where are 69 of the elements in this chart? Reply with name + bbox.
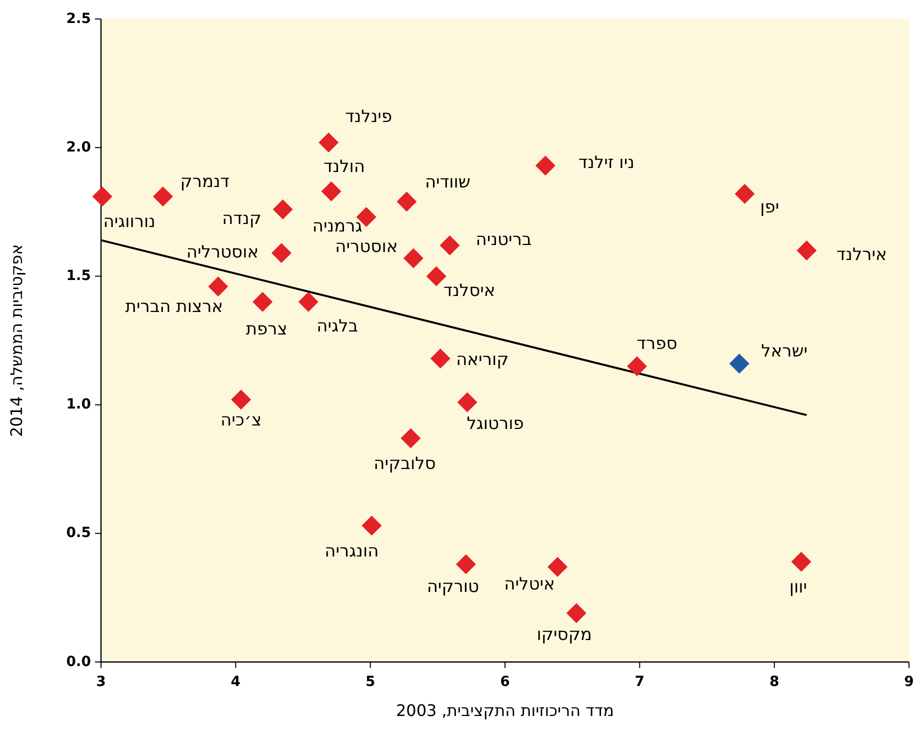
y-tick-label: 0.0	[66, 654, 92, 670]
x-tick-label: 5	[365, 674, 376, 690]
annotation: ישראל	[761, 341, 808, 362]
annotation: אוסטרליה	[186, 242, 259, 263]
annotation: צרפת	[246, 320, 288, 340]
point	[791, 552, 812, 572]
y-tick-label: 1.0	[66, 396, 92, 413]
annotation: אירלנד	[836, 245, 887, 266]
annotation: גרמניה	[312, 216, 362, 237]
x-tick-label: 4	[230, 674, 241, 690]
point	[729, 354, 750, 374]
annotation: קנדה	[222, 208, 262, 229]
annotation: איטליה	[504, 574, 555, 594]
y-tick-label: 0.5	[66, 525, 91, 542]
annotation: יוון	[789, 577, 808, 598]
point	[566, 603, 586, 624]
point	[321, 181, 342, 202]
point	[152, 186, 173, 206]
y-tick-label: 2.0	[66, 139, 92, 156]
annotation: נורווגיה	[103, 212, 156, 232]
point	[400, 428, 421, 448]
point	[231, 390, 252, 410]
x-tick-label: 3	[96, 674, 106, 690]
point	[796, 240, 817, 260]
annotation: ארצות הברית	[125, 297, 224, 318]
point	[272, 199, 293, 220]
point	[396, 192, 417, 212]
point	[440, 235, 460, 256]
annotation: איסלנד	[443, 280, 496, 301]
annotation: שוודיה	[424, 172, 470, 192]
annotation: הולנד	[324, 156, 366, 177]
annotation: דנמרק	[180, 172, 230, 192]
annotation: ספרד	[636, 334, 678, 354]
x-tick-label: 7	[634, 674, 645, 690]
annotation: אוסטריה	[335, 236, 398, 257]
point	[298, 292, 318, 312]
point	[252, 292, 273, 312]
point	[208, 276, 228, 296]
point	[403, 248, 424, 268]
point	[430, 348, 450, 369]
x-tick-label: 6	[500, 674, 510, 690]
y-axis-title: אפקטיביות הממשלה, 2014	[7, 244, 26, 437]
point	[271, 243, 292, 264]
annotation: ניו זילנד	[578, 153, 634, 174]
point	[318, 132, 339, 152]
annotation: בריטניה	[476, 230, 532, 250]
y-tick-label: 2.5	[66, 10, 91, 27]
annotation: פינלנד	[345, 107, 392, 128]
annotation: סלובקיה	[374, 454, 436, 474]
annotation: פורטוגל	[466, 414, 524, 434]
point	[734, 184, 755, 204]
point	[456, 554, 476, 574]
annotation: מקסיקו	[536, 624, 592, 645]
x-tick-label: 8	[769, 674, 780, 690]
x-axis-title: מדד הריכוזיות התקציבית, 2003	[396, 701, 614, 720]
x-tick-label: 9	[904, 674, 914, 690]
annotation: יפן	[760, 198, 780, 218]
annotation: הונגריה	[324, 541, 379, 562]
annotation: צ׳כיה	[220, 410, 262, 430]
point	[457, 392, 478, 412]
point	[548, 556, 568, 577]
annotation: טורקיה	[426, 576, 480, 597]
point	[92, 186, 112, 206]
annotation: קוריאה	[456, 350, 509, 370]
point	[362, 516, 382, 536]
annotation: בלגיה	[316, 316, 358, 337]
y-tick-label: 1.5	[66, 268, 91, 284]
point	[535, 156, 556, 176]
point	[626, 356, 647, 376]
